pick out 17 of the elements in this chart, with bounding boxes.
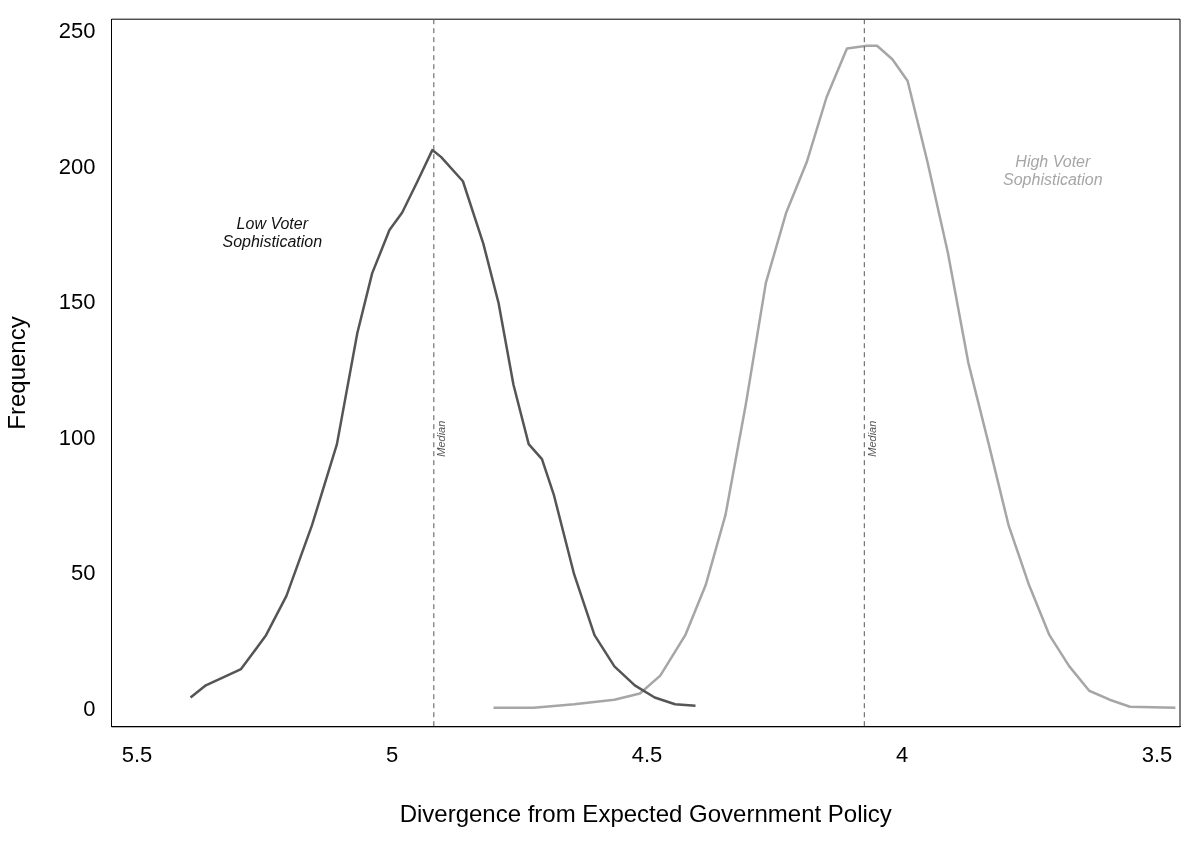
y-tick-label: 200 (58, 153, 96, 179)
ref-line-label: Median (435, 420, 448, 457)
y-tick-label: 100 (58, 424, 96, 450)
annotation: Low Voter Sophistication (222, 215, 323, 251)
x-tick-label: 4 (895, 742, 909, 768)
annotation: High Voter Sophistication (1003, 153, 1103, 189)
x-tick-label: 3.5 (1141, 742, 1173, 768)
y-tick-label: 0 (83, 695, 96, 721)
ref-line-label: Median (865, 420, 878, 457)
y-tick-label: 150 (58, 289, 96, 315)
y-tick-label: 250 (58, 18, 96, 44)
x-tick-label: 4.5 (631, 742, 663, 768)
y-axis-title: Frequency (3, 316, 31, 430)
x-tick-label: 5 (385, 742, 399, 768)
y-tick-label: 50 (71, 560, 96, 586)
x-axis-title: Divergence from Expected Government Policy (399, 800, 892, 828)
x-tick-label: 5.5 (121, 742, 153, 768)
